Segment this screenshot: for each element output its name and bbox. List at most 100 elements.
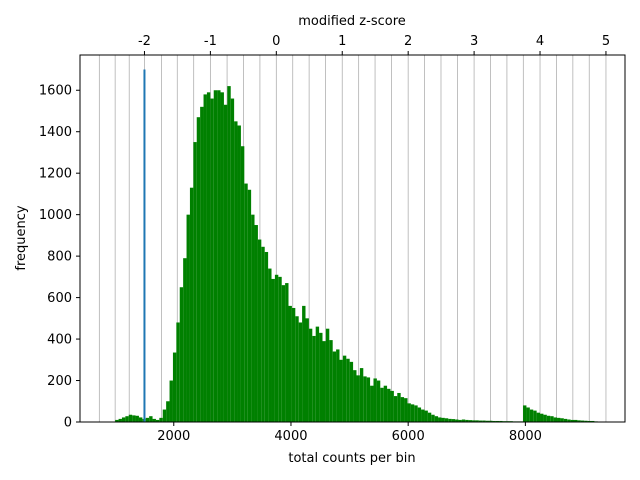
histogram-bar bbox=[523, 405, 527, 422]
y-tick-label: 800 bbox=[47, 250, 72, 265]
top-tick-label: 5 bbox=[602, 34, 610, 49]
histogram-bar bbox=[315, 326, 320, 422]
histogram-bar bbox=[359, 368, 364, 422]
histogram-bar bbox=[448, 418, 452, 422]
histogram-bar bbox=[591, 420, 595, 422]
histogram-bar bbox=[492, 420, 496, 422]
histogram-bar bbox=[441, 417, 445, 422]
histogram-bar bbox=[152, 418, 156, 422]
histogram-bar bbox=[465, 419, 469, 422]
histogram-bar bbox=[268, 268, 272, 422]
y-tick-label: 600 bbox=[47, 291, 72, 306]
histogram-bar bbox=[234, 121, 238, 422]
histogram-bar bbox=[121, 417, 126, 422]
y-tick-label: 1400 bbox=[39, 125, 72, 140]
top-tick-label: -2 bbox=[138, 34, 151, 49]
histogram-bar bbox=[176, 322, 180, 422]
histogram-bar bbox=[254, 225, 258, 422]
histogram-bar bbox=[570, 419, 575, 422]
histogram-bar bbox=[577, 420, 581, 422]
histogram-bar bbox=[322, 341, 326, 422]
histogram-bar bbox=[257, 239, 262, 422]
histogram-bar bbox=[567, 419, 571, 422]
histogram-bar bbox=[574, 419, 578, 422]
y-tick-label: 1000 bbox=[39, 208, 72, 223]
histogram-bar bbox=[319, 332, 323, 422]
histogram-bar bbox=[281, 285, 286, 422]
histogram-bar bbox=[424, 410, 428, 422]
histogram-bar bbox=[489, 420, 493, 422]
top-tick-label: 3 bbox=[470, 34, 478, 49]
histogram-bar bbox=[271, 278, 275, 422]
histogram-bar bbox=[189, 187, 194, 422]
histogram-bar bbox=[546, 415, 551, 422]
histogram-bar bbox=[356, 375, 360, 422]
top-tick-label: 1 bbox=[338, 34, 346, 49]
histogram-bar bbox=[563, 418, 568, 422]
histogram-bar bbox=[475, 420, 479, 422]
histogram-bar bbox=[132, 415, 136, 422]
y-axis-title: frequency bbox=[14, 205, 29, 271]
histogram-bar bbox=[339, 359, 343, 422]
histogram-bar bbox=[312, 335, 316, 422]
y-tick-label: 200 bbox=[47, 374, 72, 389]
top-tick-label: 0 bbox=[272, 34, 280, 49]
histogram-bar bbox=[179, 287, 184, 422]
histogram-bar bbox=[227, 86, 231, 423]
histogram-bar bbox=[183, 258, 187, 422]
histogram-bar bbox=[380, 387, 384, 422]
top-tick-label: -1 bbox=[204, 34, 217, 49]
histogram-bar bbox=[400, 397, 405, 422]
histogram-bar bbox=[529, 409, 534, 422]
histogram-bar bbox=[417, 407, 422, 422]
x-tick-label: 2000 bbox=[157, 429, 190, 444]
histogram-bar bbox=[499, 420, 503, 422]
histogram-bar bbox=[278, 276, 282, 422]
histogram-bar bbox=[145, 417, 150, 422]
histogram-bar bbox=[414, 405, 418, 422]
y-tick-label: 1200 bbox=[39, 167, 72, 182]
histogram-bar bbox=[308, 328, 313, 422]
histogram-bar bbox=[587, 420, 592, 422]
histogram-bar bbox=[230, 98, 235, 423]
histogram-bar bbox=[533, 410, 537, 422]
histogram-bar bbox=[482, 420, 486, 422]
histogram-bar bbox=[550, 416, 554, 422]
histogram-bar bbox=[346, 358, 350, 422]
histogram-bar bbox=[485, 420, 490, 422]
histogram-bar bbox=[240, 146, 245, 423]
histogram-bar bbox=[390, 390, 394, 422]
histogram-bar bbox=[349, 361, 354, 422]
top-axis-ticks: -2 -1 0 1 2 3 4 5 bbox=[138, 34, 610, 55]
histogram-bars bbox=[115, 86, 598, 423]
histogram-bar bbox=[251, 214, 255, 422]
histogram-bar bbox=[206, 92, 211, 423]
histogram-bar bbox=[342, 355, 347, 422]
histogram-bar bbox=[285, 283, 289, 422]
histogram-bar bbox=[366, 377, 371, 422]
top-axis-title: modified z-score bbox=[298, 14, 406, 29]
histogram-bar bbox=[186, 214, 190, 422]
histogram-bar bbox=[557, 417, 561, 422]
histogram-bar bbox=[458, 419, 462, 422]
plot-frame bbox=[79, 54, 626, 423]
y-tick-label: 1600 bbox=[39, 84, 72, 99]
histogram-bar bbox=[495, 420, 500, 422]
histogram-bar bbox=[393, 396, 398, 422]
y-axis-ticks: 0 200 400 600 800 1000 1200 1400 1600 bbox=[39, 84, 80, 431]
histogram-bar bbox=[373, 378, 377, 422]
histogram-bar bbox=[560, 418, 564, 422]
histogram-bar bbox=[584, 420, 588, 422]
top-tick-label: 4 bbox=[536, 34, 544, 49]
histogram-bar bbox=[336, 349, 340, 422]
histogram-bar bbox=[438, 417, 442, 422]
x-axis-ticks: 2000 4000 6000 8000 bbox=[157, 422, 542, 444]
histogram-bar bbox=[125, 416, 129, 422]
histogram-bar bbox=[237, 125, 241, 422]
histogram-bar bbox=[166, 401, 170, 422]
histogram-bar bbox=[410, 404, 415, 422]
histogram-bar bbox=[404, 398, 408, 422]
histogram-bar bbox=[427, 412, 432, 422]
y-tick-label: 400 bbox=[47, 333, 72, 348]
